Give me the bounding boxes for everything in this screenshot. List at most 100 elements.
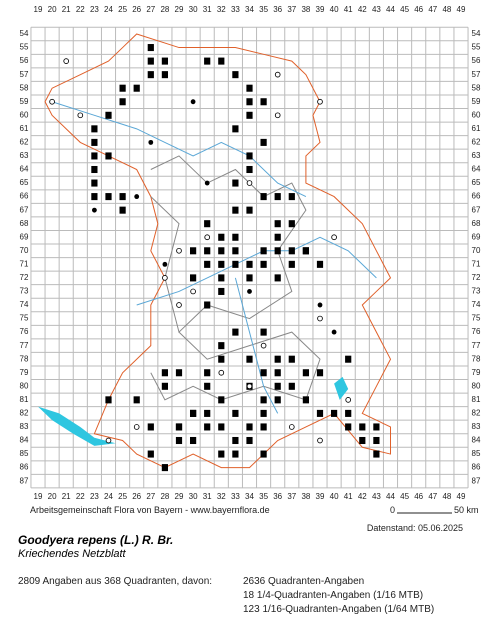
record-circle xyxy=(176,302,182,308)
y-label: 64 xyxy=(472,165,481,174)
y-label: 55 xyxy=(472,43,481,52)
y-label: 65 xyxy=(20,178,29,187)
record-square xyxy=(246,165,253,174)
y-label: 84 xyxy=(20,436,29,445)
y-label: 62 xyxy=(472,138,481,147)
x-label: 31 xyxy=(203,492,212,501)
record-square xyxy=(218,355,225,363)
record-circle xyxy=(260,342,267,349)
record-square xyxy=(232,450,239,458)
record-circle xyxy=(274,71,281,78)
y-label: 59 xyxy=(20,97,29,106)
record-square xyxy=(161,71,169,79)
x-label: 45 xyxy=(400,492,409,501)
count: 123 1/16-Quadranten-Angaben (1/64 MTB) xyxy=(243,604,434,615)
y-label: 83 xyxy=(472,422,481,431)
record-square xyxy=(119,84,126,92)
record-square xyxy=(105,111,112,119)
record-square xyxy=(246,260,253,268)
x-label: 48 xyxy=(442,492,451,501)
record-square xyxy=(105,152,112,160)
x-label: 30 xyxy=(189,5,198,14)
y-label: 62 xyxy=(20,138,29,147)
record-circle xyxy=(317,315,323,322)
y-label: 75 xyxy=(472,314,481,323)
y-label: 65 xyxy=(472,178,481,187)
record-square xyxy=(218,396,225,404)
y-label: 78 xyxy=(20,354,29,363)
x-label: 24 xyxy=(104,5,113,14)
record-dot xyxy=(247,289,252,294)
y-label: 60 xyxy=(20,110,29,119)
x-label: 39 xyxy=(316,5,325,14)
record-square xyxy=(260,423,267,431)
x-label: 25 xyxy=(118,5,127,14)
record-square xyxy=(218,423,225,431)
y-label: 55 xyxy=(20,43,29,52)
x-label: 40 xyxy=(330,492,339,501)
x-label: 21 xyxy=(62,492,71,501)
record-square xyxy=(359,436,366,445)
x-label: 35 xyxy=(259,5,268,14)
record-square xyxy=(373,423,380,431)
scale-end: 50 km xyxy=(454,505,479,515)
record-square xyxy=(330,409,338,417)
record-square xyxy=(274,193,281,201)
y-label: 66 xyxy=(20,192,29,201)
record-square xyxy=(232,125,239,133)
record-square xyxy=(189,274,197,282)
x-label: 47 xyxy=(428,5,437,14)
record-square xyxy=(133,396,140,404)
y-label: 73 xyxy=(472,287,481,296)
record-dot xyxy=(92,207,97,213)
record-square xyxy=(302,396,310,404)
x-label: 42 xyxy=(358,492,367,501)
x-label: 43 xyxy=(372,5,381,14)
y-label: 86 xyxy=(20,463,29,472)
x-label: 28 xyxy=(160,5,169,14)
credit: Arbeitsgemeinschaft Flora von Bayern - w… xyxy=(30,505,270,515)
y-label: 81 xyxy=(20,395,29,404)
y-label: 76 xyxy=(472,327,481,336)
record-square xyxy=(218,57,225,65)
x-label: 34 xyxy=(245,5,254,14)
record-circle xyxy=(317,437,323,444)
record-square xyxy=(218,260,225,268)
record-square xyxy=(260,260,267,268)
record-dot xyxy=(162,261,168,267)
record-square xyxy=(232,71,239,79)
y-label: 54 xyxy=(472,29,481,38)
x-label: 37 xyxy=(287,5,296,14)
y-label: 67 xyxy=(472,205,481,214)
record-square xyxy=(161,57,169,65)
record-square xyxy=(246,152,253,160)
record-square xyxy=(274,233,281,241)
record-square xyxy=(260,396,267,404)
y-label: 80 xyxy=(20,381,29,390)
record-square xyxy=(91,125,98,133)
record-square xyxy=(246,355,253,363)
record-circle xyxy=(162,275,168,281)
x-label: 37 xyxy=(287,492,296,501)
record-square xyxy=(246,111,253,119)
y-label: 82 xyxy=(20,409,29,418)
record-square xyxy=(147,450,154,458)
record-circle xyxy=(133,424,140,430)
x-label: 42 xyxy=(358,5,367,14)
record-circle xyxy=(246,383,253,390)
record-square xyxy=(232,206,239,214)
record-square xyxy=(288,260,295,268)
y-label: 79 xyxy=(472,368,481,377)
x-label: 32 xyxy=(217,5,226,14)
record-square xyxy=(218,233,225,241)
record-square xyxy=(91,152,98,160)
record-circle xyxy=(63,58,70,64)
record-square xyxy=(91,179,98,187)
y-label: 61 xyxy=(20,124,29,133)
record-square xyxy=(147,57,154,65)
x-label: 36 xyxy=(273,5,282,14)
record-square xyxy=(204,301,211,309)
y-label: 58 xyxy=(20,83,29,92)
x-label: 28 xyxy=(160,492,169,501)
x-label: 47 xyxy=(428,492,437,501)
